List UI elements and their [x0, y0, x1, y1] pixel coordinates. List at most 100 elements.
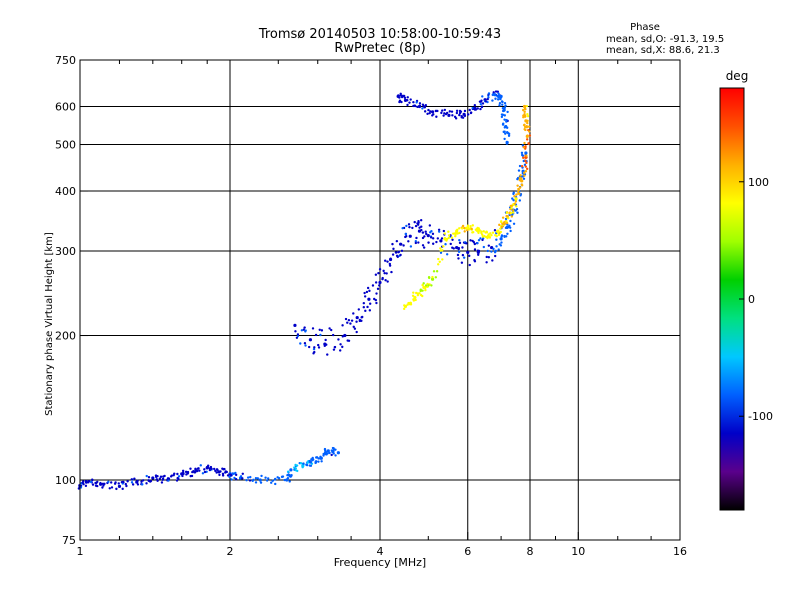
- data-point: [317, 343, 320, 347]
- data-point: [248, 479, 252, 482]
- data-point: [115, 487, 118, 491]
- data-point: [417, 104, 422, 109]
- data-point: [491, 259, 494, 262]
- data-point: [518, 186, 522, 189]
- data-point: [295, 464, 299, 467]
- data-point: [505, 140, 509, 145]
- data-point: [500, 235, 503, 238]
- data-point: [402, 307, 406, 311]
- data-point: [456, 253, 460, 257]
- data-point: [141, 483, 144, 486]
- data-point: [499, 227, 502, 230]
- data-point: [413, 220, 416, 224]
- data-point: [513, 202, 517, 205]
- data-point: [398, 100, 401, 104]
- data-point: [167, 477, 171, 480]
- data-point: [505, 220, 508, 223]
- data-point: [424, 230, 427, 233]
- data-point: [526, 113, 529, 116]
- data-point: [427, 108, 430, 112]
- data-point: [386, 280, 389, 283]
- data-point: [517, 169, 521, 172]
- data-point: [230, 478, 233, 481]
- data-point: [424, 103, 428, 107]
- data-point: [395, 239, 399, 243]
- data-point: [117, 484, 122, 488]
- data-point: [218, 473, 221, 477]
- data-point: [509, 204, 513, 208]
- data-point: [494, 97, 497, 100]
- data-point: [376, 287, 380, 291]
- data-point: [458, 227, 461, 230]
- data-point: [221, 474, 225, 477]
- data-point: [147, 476, 151, 479]
- data-point: [378, 284, 381, 287]
- data-point: [514, 200, 518, 203]
- data-point: [528, 130, 531, 133]
- data-point: [389, 257, 392, 260]
- data-point: [439, 239, 443, 243]
- data-point: [430, 230, 433, 233]
- data-point: [156, 479, 159, 482]
- data-point: [513, 195, 516, 198]
- data-point: [399, 253, 402, 257]
- colorbar-tick-label: -100: [748, 410, 773, 423]
- data-point: [423, 106, 426, 109]
- data-point: [357, 308, 361, 311]
- data-point: [403, 304, 406, 307]
- data-point: [485, 231, 489, 234]
- data-point: [460, 227, 464, 230]
- data-point: [501, 216, 505, 219]
- data-point: [386, 260, 389, 263]
- data-point: [286, 476, 290, 480]
- data-point: [409, 301, 412, 305]
- data-point: [96, 484, 99, 488]
- data-point: [492, 91, 495, 94]
- data-point: [485, 261, 488, 264]
- data-point: [458, 113, 461, 117]
- data-point: [427, 284, 430, 287]
- data-point: [273, 477, 277, 481]
- data-point: [184, 470, 188, 474]
- data-point: [437, 257, 440, 261]
- data-point: [367, 297, 371, 301]
- data-point: [473, 258, 476, 262]
- data-point: [299, 461, 303, 465]
- data-point: [461, 224, 465, 228]
- data-point: [527, 125, 531, 128]
- data-point: [477, 238, 481, 242]
- data-point: [332, 348, 336, 351]
- data-point: [430, 110, 435, 114]
- data-point: [371, 284, 375, 287]
- data-point: [435, 270, 439, 273]
- data-point: [226, 474, 230, 477]
- data-point: [493, 251, 497, 254]
- data-point: [362, 306, 365, 309]
- data-point: [308, 460, 313, 464]
- data-point: [355, 320, 358, 323]
- data-point: [374, 273, 378, 276]
- data-point: [317, 457, 320, 460]
- data-point: [241, 472, 244, 475]
- data-point: [524, 151, 528, 155]
- data-point: [324, 451, 328, 455]
- data-point: [508, 226, 512, 229]
- data-point: [435, 115, 438, 118]
- data-point: [471, 224, 475, 227]
- data-point: [289, 468, 293, 472]
- data-point: [77, 487, 81, 490]
- data-point: [524, 114, 527, 118]
- data-point: [510, 215, 514, 218]
- data-point: [512, 192, 515, 196]
- data-point: [110, 486, 114, 489]
- data-point: [463, 226, 466, 230]
- data-point: [304, 330, 307, 333]
- data-point: [339, 349, 342, 352]
- data-point: [308, 338, 313, 342]
- data-point: [473, 242, 477, 246]
- data-point: [441, 109, 444, 112]
- data-point: [463, 114, 466, 117]
- data-point: [305, 463, 308, 466]
- data-point: [424, 284, 428, 287]
